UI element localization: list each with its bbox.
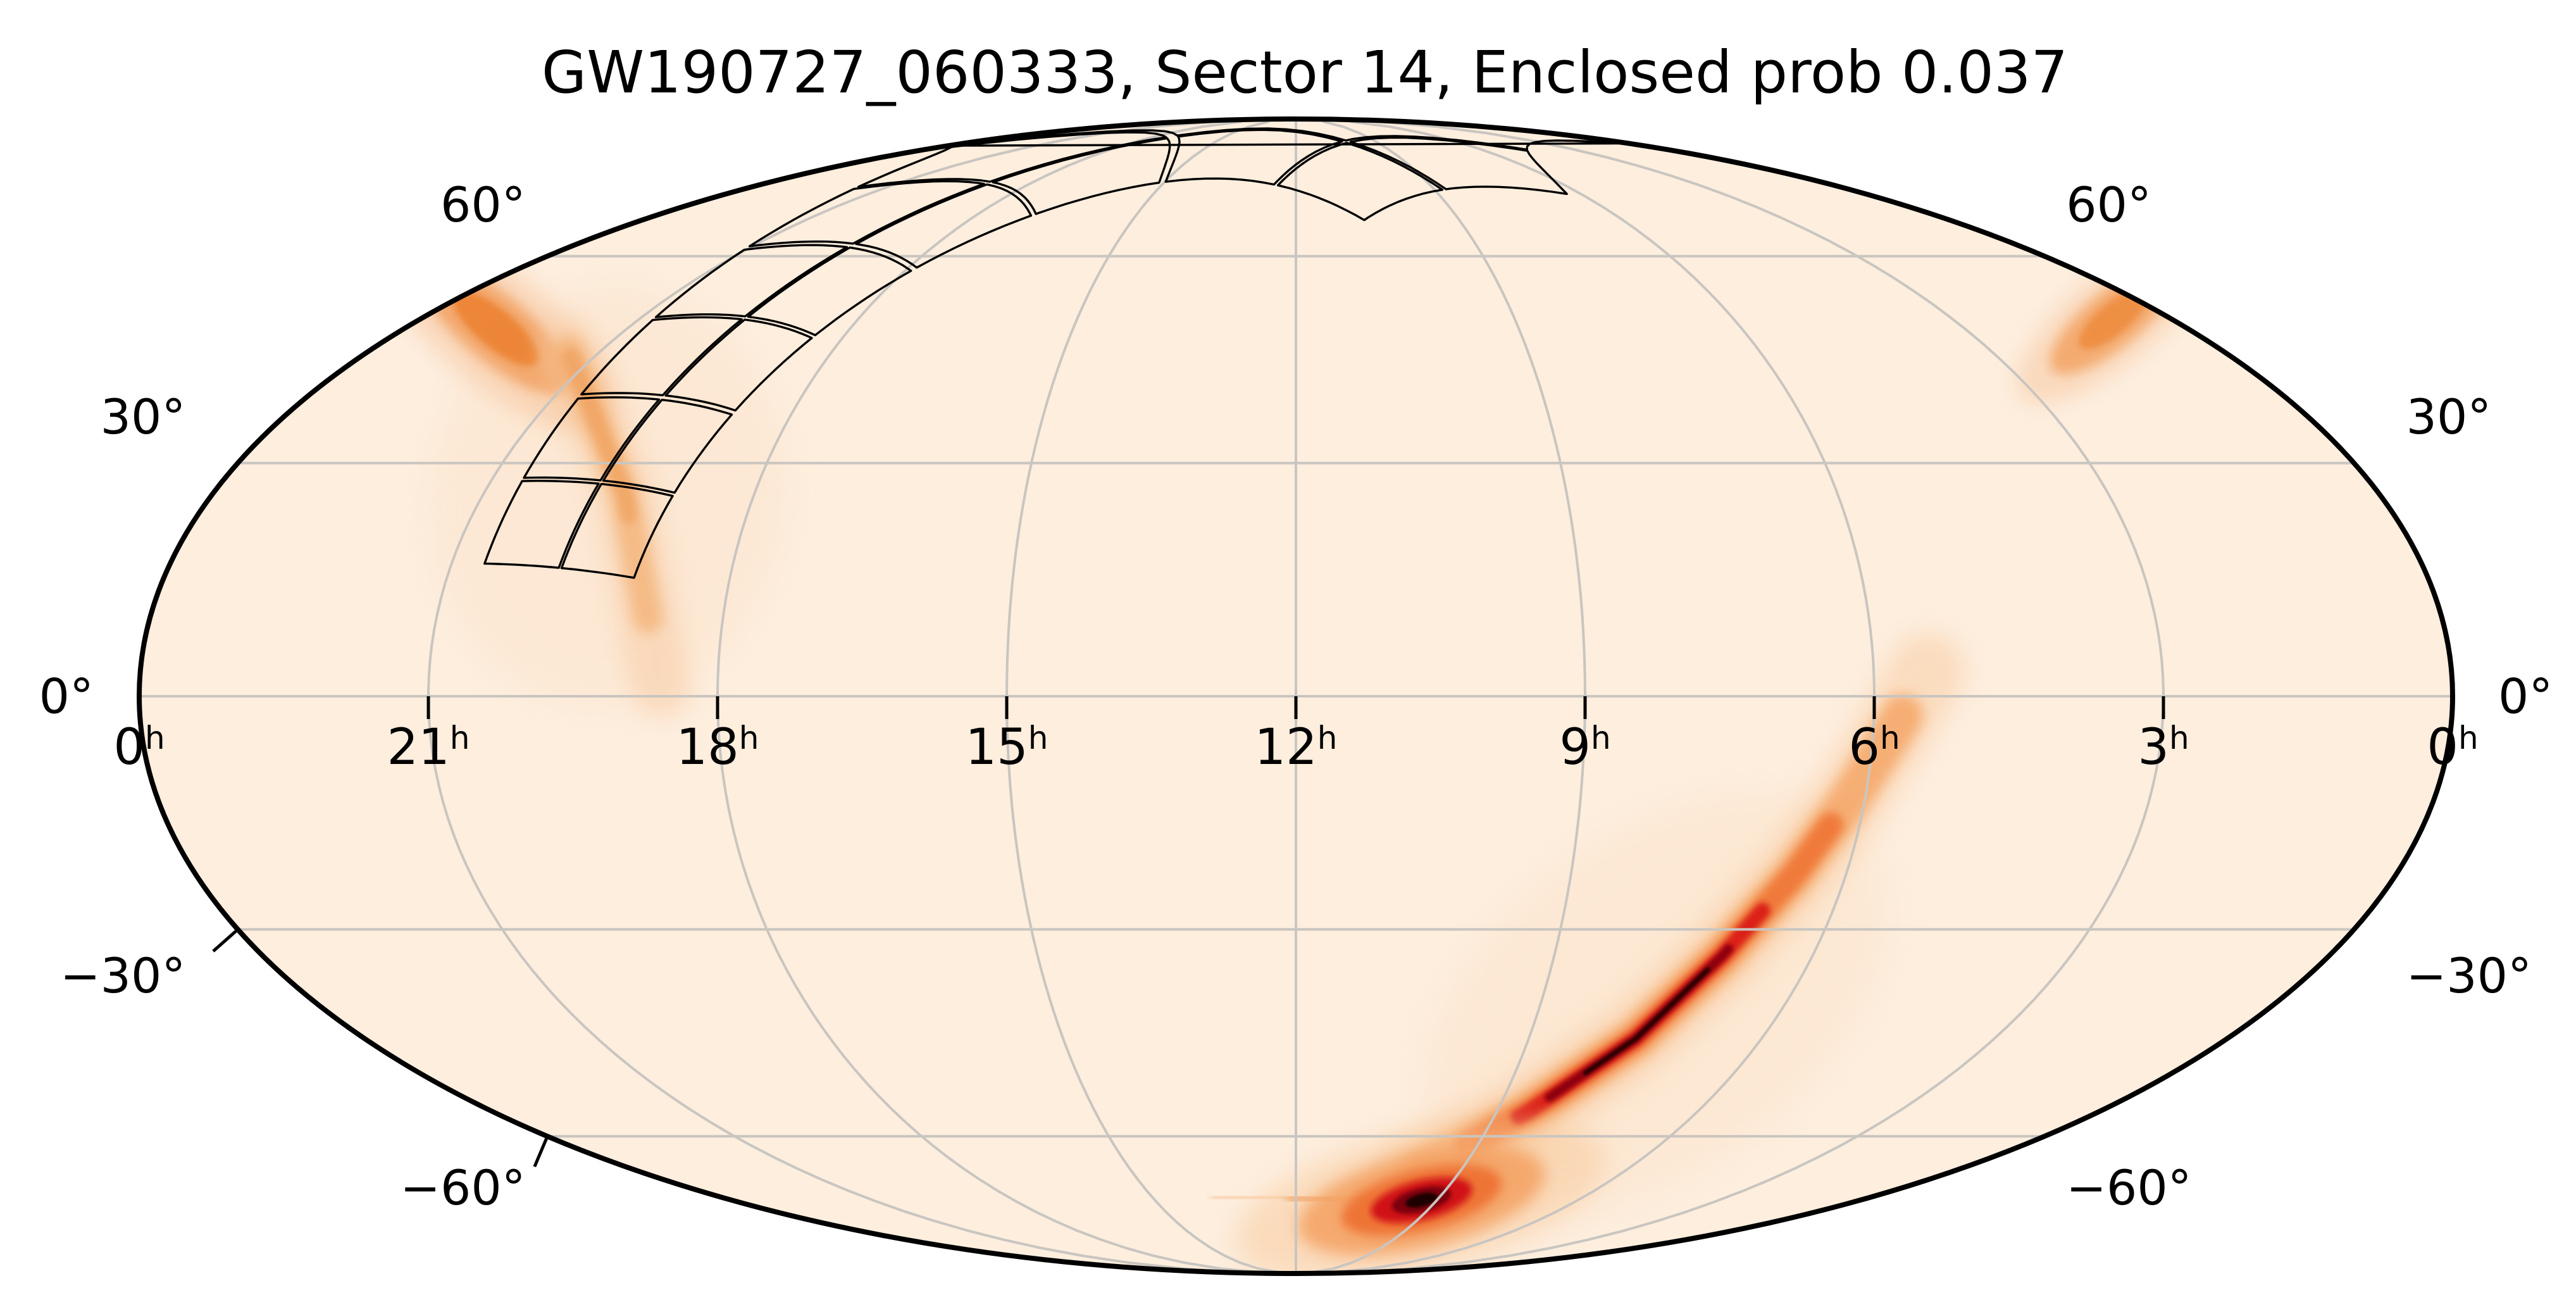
ra-label-6h: 6h <box>1848 719 1900 776</box>
tess-camera-1-ccd-1 <box>483 480 600 569</box>
dec-label-left-0deg: 0° <box>39 668 94 725</box>
east-edge-smear-layer <box>2078 289 2148 349</box>
heat-feature-main-arc <box>1378 633 1966 1211</box>
north-streak-layer <box>563 348 638 524</box>
main-arc-layer <box>1583 967 1710 1075</box>
ra-label-18h: 18h <box>676 719 759 776</box>
tess-camera-1-ccd-2 <box>560 482 674 579</box>
dec-label-right-0deg: 0° <box>2498 668 2553 725</box>
ra-label-15h: 15h <box>966 719 1048 776</box>
dec-tick-left--60deg <box>533 1138 548 1168</box>
tess-camera-1 <box>483 396 733 579</box>
tess-camera-3-ccd-2 <box>855 183 1033 269</box>
dec-label-right-30deg: 30° <box>2406 389 2492 445</box>
dec-label-right--30deg: −30° <box>2406 948 2532 1004</box>
ra-label-9h: 9h <box>1559 719 1610 776</box>
tess-camera-3-ccd-1 <box>748 180 985 247</box>
south-blob-layer <box>1405 1192 1438 1208</box>
tess-camera-3 <box>748 131 1171 269</box>
tess-camera-2-ccd-2 <box>664 318 813 412</box>
ra-label-0h: 0h <box>2427 719 2478 776</box>
tess-footprint-outlines <box>483 127 1622 579</box>
west-edge-smear-layer <box>452 291 539 366</box>
dec-label-right--60deg: −60° <box>2066 1160 2191 1216</box>
dec-label-left--30deg: −30° <box>60 948 185 1004</box>
dec-tick-left--30deg <box>212 930 237 953</box>
dec-label-left-60deg: 60° <box>440 177 526 233</box>
axis-labels: 0h 21h 18h 15h 12h 9h 6h 3h 0h 60° 30° 0° −30° −60° 60… <box>39 177 2553 1216</box>
map-border <box>137 116 2455 1276</box>
tess-camera-2-ccd-1 <box>580 316 743 397</box>
ra-label-3h: 3h <box>2137 719 2189 776</box>
dec-label-right-60deg: 60° <box>2066 177 2151 233</box>
tess-camera-3-ccd-3 <box>857 131 1167 188</box>
ra-label-12h: 12h <box>1255 719 1338 776</box>
tess-camera-2-ccd-3 <box>654 244 848 318</box>
tess-camera-4-ccd-3 <box>1349 136 1568 196</box>
tess-camera-1-ccd-3 <box>523 396 661 482</box>
tess-camera-2-ccd-4 <box>747 246 912 337</box>
figure-title: GW190727_060333, Sector 14, Enclosed pro… <box>542 39 2068 106</box>
tess-camera-2 <box>580 244 912 412</box>
tess-camera-4-ccd-1 <box>952 127 1622 151</box>
tess-camera-4-ccd-2 <box>1164 128 1343 186</box>
tess-camera-3-ccd-4 <box>992 137 1171 215</box>
ra-label-21h: 21h <box>387 719 470 776</box>
dec-label-left-30deg: 30° <box>101 389 186 445</box>
heat-feature-south-blob <box>1236 1118 1607 1273</box>
ra-label-0h: 0h <box>113 719 165 776</box>
axis-ticks <box>212 696 2165 1168</box>
tess-camera-4-ccd-4 <box>1276 142 1444 222</box>
tess-camera-1-ccd-4 <box>602 399 733 494</box>
dec-label-left--60deg: −60° <box>400 1160 525 1216</box>
graticule-grid <box>139 120 2453 1273</box>
tess-camera-4 <box>952 127 1622 222</box>
